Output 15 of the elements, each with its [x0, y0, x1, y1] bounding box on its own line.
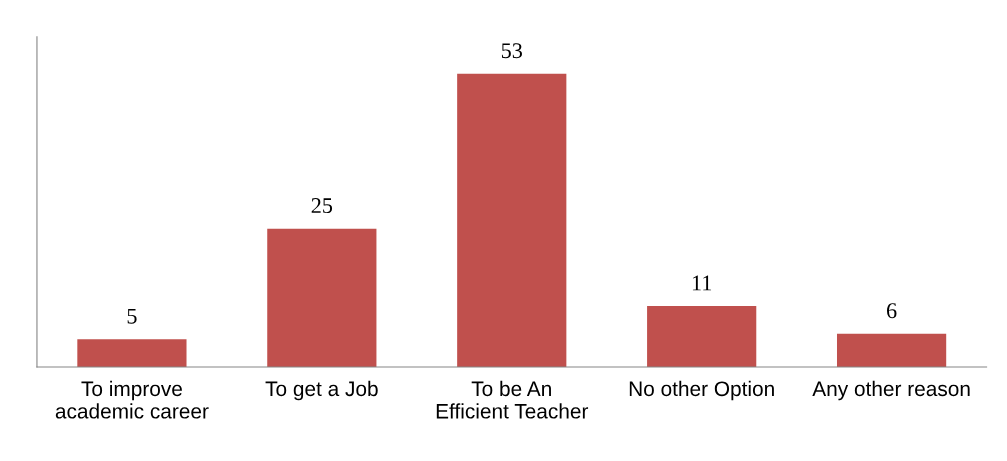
x-tick-label: Any other reason — [812, 380, 970, 401]
x-tick-label: To improve academic career — [55, 380, 209, 419]
bar — [267, 228, 377, 367]
data-label: 6 — [887, 303, 897, 319]
data-label: 53 — [501, 43, 522, 59]
x-tick-label: To be An Efficient Teacher — [436, 380, 589, 419]
data-label: 5 — [127, 308, 137, 324]
x-tick-label: No other Option — [629, 380, 774, 401]
bar — [457, 73, 567, 367]
data-label: 11 — [692, 275, 712, 291]
bar — [77, 339, 187, 367]
bar — [837, 333, 947, 367]
x-tick-label: To get a Job — [265, 380, 378, 401]
bar — [647, 306, 757, 367]
data-label: 25 — [311, 198, 333, 214]
